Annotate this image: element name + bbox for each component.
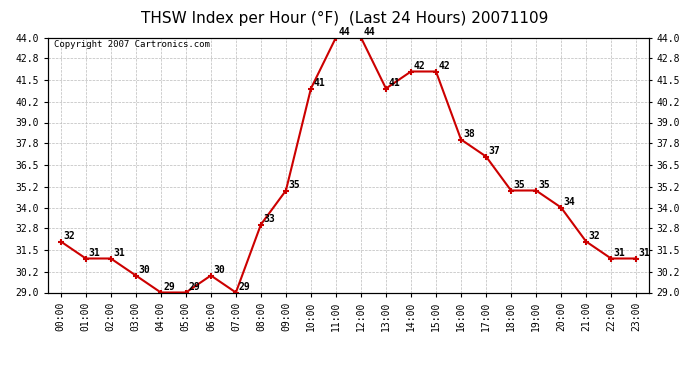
Text: 31: 31 (639, 248, 651, 258)
Text: 30: 30 (214, 265, 226, 275)
Text: THSW Index per Hour (°F)  (Last 24 Hours) 20071109: THSW Index per Hour (°F) (Last 24 Hours)… (141, 11, 549, 26)
Text: 32: 32 (63, 231, 75, 241)
Text: 44: 44 (339, 27, 351, 37)
Text: 31: 31 (114, 248, 126, 258)
Text: 30: 30 (139, 265, 150, 275)
Text: 29: 29 (188, 282, 200, 292)
Text: 29: 29 (164, 282, 175, 292)
Text: 31: 31 (88, 248, 100, 258)
Text: 41: 41 (388, 78, 400, 88)
Text: 41: 41 (314, 78, 326, 88)
Text: 29: 29 (239, 282, 250, 292)
Text: 44: 44 (364, 27, 375, 37)
Text: 32: 32 (589, 231, 600, 241)
Text: 42: 42 (414, 61, 426, 71)
Text: 42: 42 (439, 61, 451, 71)
Text: 33: 33 (264, 214, 275, 224)
Text: 35: 35 (539, 180, 551, 190)
Text: 35: 35 (514, 180, 526, 190)
Text: 31: 31 (614, 248, 626, 258)
Text: 37: 37 (489, 146, 500, 156)
Text: 38: 38 (464, 129, 475, 139)
Text: 35: 35 (288, 180, 300, 190)
Text: Copyright 2007 Cartronics.com: Copyright 2007 Cartronics.com (55, 40, 210, 49)
Text: 34: 34 (564, 197, 575, 207)
